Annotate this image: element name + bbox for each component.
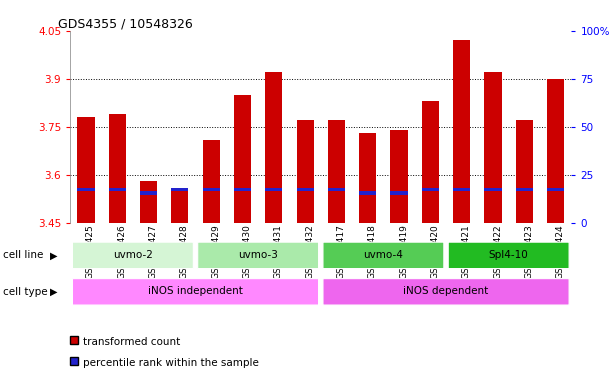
Text: percentile rank within the sample: percentile rank within the sample (83, 358, 259, 368)
Bar (78, 187, 95, 191)
Text: transformed count: transformed count (83, 337, 180, 347)
Bar (296, 187, 313, 191)
Text: uvmo-4: uvmo-4 (364, 250, 403, 260)
Text: cell type: cell type (3, 287, 48, 297)
Bar (516, 120, 533, 223)
FancyBboxPatch shape (73, 242, 193, 268)
FancyBboxPatch shape (323, 279, 569, 305)
Bar (422, 187, 439, 191)
FancyBboxPatch shape (73, 279, 318, 305)
FancyBboxPatch shape (448, 242, 569, 268)
Bar (485, 187, 502, 191)
Text: iNOS dependent: iNOS dependent (403, 286, 489, 296)
Bar (203, 139, 220, 223)
Text: uvmo-3: uvmo-3 (238, 250, 278, 260)
Bar (390, 130, 408, 223)
Bar (547, 79, 564, 223)
Text: Spl4-10: Spl4-10 (489, 250, 529, 260)
Text: iNOS independent: iNOS independent (148, 286, 243, 296)
Bar (203, 187, 220, 191)
Bar (265, 72, 282, 223)
Bar (109, 187, 126, 191)
Bar (547, 187, 564, 191)
Text: uvmo-2: uvmo-2 (113, 250, 153, 260)
FancyBboxPatch shape (323, 242, 444, 268)
Bar (359, 191, 376, 195)
Bar (171, 187, 188, 191)
Bar (359, 133, 376, 223)
Bar (140, 191, 157, 195)
Text: cell line: cell line (3, 250, 43, 260)
Bar (422, 101, 439, 223)
Bar (328, 187, 345, 191)
Bar (485, 72, 502, 223)
Bar (296, 120, 313, 223)
Text: ▶: ▶ (50, 250, 57, 260)
Text: GDS4355 / 10548326: GDS4355 / 10548326 (58, 17, 193, 30)
Bar (171, 187, 188, 223)
Bar (453, 187, 470, 191)
Bar (265, 187, 282, 191)
Bar (234, 187, 251, 191)
Bar (516, 187, 533, 191)
Bar (328, 120, 345, 223)
FancyBboxPatch shape (198, 242, 318, 268)
Bar (234, 95, 251, 223)
Bar (78, 117, 95, 223)
Bar (390, 191, 408, 195)
Bar (140, 181, 157, 223)
Bar (453, 40, 470, 223)
Bar (109, 114, 126, 223)
Text: ▶: ▶ (50, 287, 57, 297)
